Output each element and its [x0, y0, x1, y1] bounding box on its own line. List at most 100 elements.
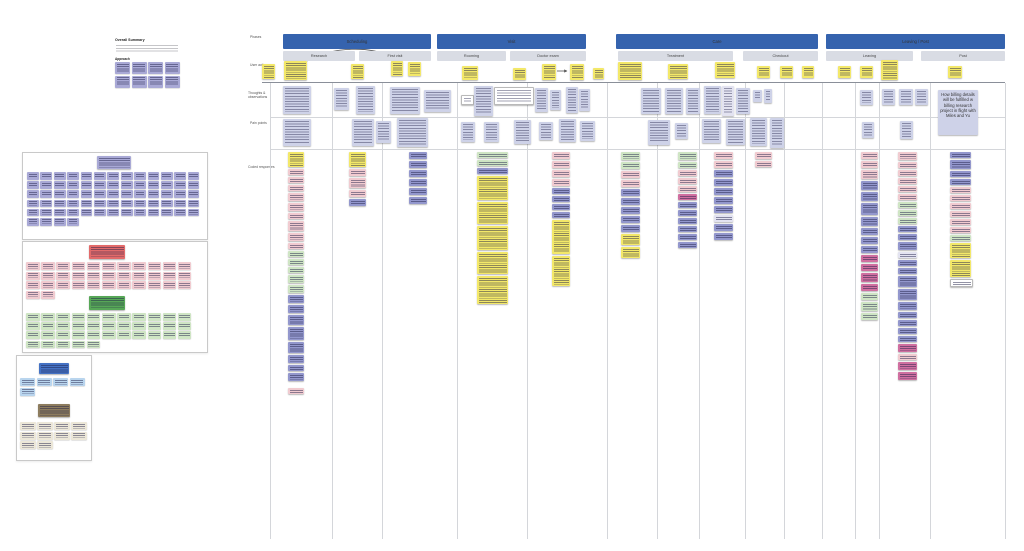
- sticky-note[interactable]: [117, 262, 131, 270]
- sticky-note[interactable]: [288, 327, 304, 340]
- sticky-note[interactable]: [950, 160, 971, 169]
- observation-note[interactable]: [474, 86, 493, 116]
- sticky-note[interactable]: [160, 208, 173, 217]
- sticky-note[interactable]: [120, 172, 133, 180]
- sticky-note[interactable]: [27, 181, 39, 189]
- sticky-note[interactable]: [115, 62, 130, 74]
- sticky-note[interactable]: [134, 199, 146, 208]
- sticky-note[interactable]: [950, 235, 971, 241]
- sticky-note[interactable]: [552, 204, 570, 210]
- sticky-note[interactable]: [26, 331, 40, 339]
- sticky-note[interactable]: [41, 271, 55, 280]
- sticky-note[interactable]: [131, 75, 147, 88]
- sticky-note[interactable]: [71, 322, 86, 330]
- observation-note[interactable]: [535, 88, 548, 112]
- sticky-note[interactable]: [714, 188, 733, 195]
- sticky-note[interactable]: [164, 62, 180, 74]
- sticky-note[interactable]: [27, 199, 39, 208]
- observation-note[interactable]: [704, 86, 721, 114]
- sticky-note[interactable]: [177, 313, 192, 321]
- sticky-note[interactable]: [37, 441, 53, 450]
- sticky-note[interactable]: [409, 197, 427, 204]
- stage-bar[interactable]: Leaving: [826, 51, 913, 61]
- sticky-note[interactable]: [898, 152, 917, 160]
- sticky-note[interactable]: [621, 152, 640, 160]
- sticky-note[interactable]: [621, 207, 640, 214]
- sticky-note[interactable]: [56, 281, 70, 290]
- observation-note[interactable]: How billing details will be fulfilled w …: [938, 90, 978, 135]
- sticky-note[interactable]: [898, 226, 917, 232]
- action-note[interactable]: [513, 68, 526, 80]
- sticky-note[interactable]: [120, 181, 133, 189]
- observation-note[interactable]: [514, 120, 531, 144]
- phase-bar[interactable]: Care: [616, 34, 818, 49]
- sticky-note[interactable]: [177, 271, 192, 280]
- observation-note[interactable]: [770, 118, 784, 148]
- sticky-note[interactable]: [132, 262, 146, 270]
- sticky-note[interactable]: [288, 177, 304, 183]
- sticky-note[interactable]: [288, 233, 304, 241]
- sticky-note[interactable]: [26, 281, 40, 290]
- sticky-note[interactable]: [67, 181, 79, 189]
- sticky-note[interactable]: [86, 262, 101, 270]
- sticky-note[interactable]: [162, 331, 177, 339]
- observation-note[interactable]: [702, 119, 721, 143]
- observation-note[interactable]: [726, 119, 745, 145]
- sticky-note[interactable]: [552, 256, 570, 286]
- sticky-note[interactable]: [147, 172, 160, 180]
- observation-note[interactable]: [750, 118, 767, 146]
- sticky-note[interactable]: [898, 210, 917, 216]
- sticky-note[interactable]: [86, 331, 101, 339]
- sticky-note[interactable]: [861, 302, 878, 311]
- observation-note[interactable]: [899, 89, 913, 105]
- observation-note[interactable]: [484, 122, 499, 142]
- red-header-note[interactable]: [89, 245, 125, 259]
- sticky-note[interactable]: [678, 202, 697, 208]
- sticky-note[interactable]: [147, 331, 162, 339]
- sticky-note[interactable]: [86, 271, 101, 280]
- sticky-note[interactable]: [621, 225, 640, 232]
- sticky-note[interactable]: [714, 152, 733, 159]
- observation-note[interactable]: [641, 88, 661, 114]
- sticky-note[interactable]: [678, 226, 697, 232]
- sticky-note[interactable]: [27, 217, 39, 226]
- sticky-note[interactable]: [67, 199, 79, 208]
- action-note[interactable]: [284, 61, 307, 80]
- sticky-note[interactable]: [288, 365, 304, 371]
- sticky-note[interactable]: [898, 302, 917, 310]
- sticky-note[interactable]: [621, 189, 640, 196]
- sticky-note[interactable]: [53, 190, 66, 198]
- sticky-note[interactable]: [37, 422, 53, 430]
- sticky-note[interactable]: [861, 217, 878, 226]
- action-note[interactable]: [838, 66, 851, 78]
- sticky-note[interactable]: [861, 228, 878, 235]
- sticky-note[interactable]: [950, 179, 971, 185]
- sticky-note[interactable]: [861, 192, 878, 201]
- sticky-note[interactable]: [898, 234, 917, 240]
- sticky-note[interactable]: [409, 161, 427, 168]
- sticky-note[interactable]: [861, 203, 878, 215]
- sticky-note[interactable]: [288, 169, 304, 175]
- sticky-note[interactable]: [950, 203, 971, 209]
- observation-note[interactable]: [352, 119, 374, 146]
- sticky-note[interactable]: [80, 208, 93, 217]
- sticky-note[interactable]: [101, 313, 116, 321]
- sticky-note[interactable]: [288, 185, 304, 191]
- observation-note[interactable]: [461, 122, 475, 142]
- sticky-note[interactable]: [898, 260, 917, 266]
- sticky-note[interactable]: [93, 172, 106, 180]
- sticky-note[interactable]: [174, 172, 187, 180]
- sticky-note[interactable]: [71, 313, 86, 321]
- sticky-note[interactable]: [898, 268, 917, 274]
- observation-note[interactable]: [566, 87, 578, 113]
- sticky-note[interactable]: [120, 190, 133, 198]
- sticky-note[interactable]: [71, 271, 86, 280]
- sticky-note[interactable]: [477, 168, 508, 174]
- sticky-note[interactable]: [26, 290, 40, 299]
- sticky-note[interactable]: [71, 340, 86, 349]
- sticky-note[interactable]: [80, 172, 93, 180]
- sticky-note[interactable]: [69, 378, 85, 386]
- sticky-note[interactable]: [56, 313, 70, 321]
- sticky-note[interactable]: [621, 180, 640, 187]
